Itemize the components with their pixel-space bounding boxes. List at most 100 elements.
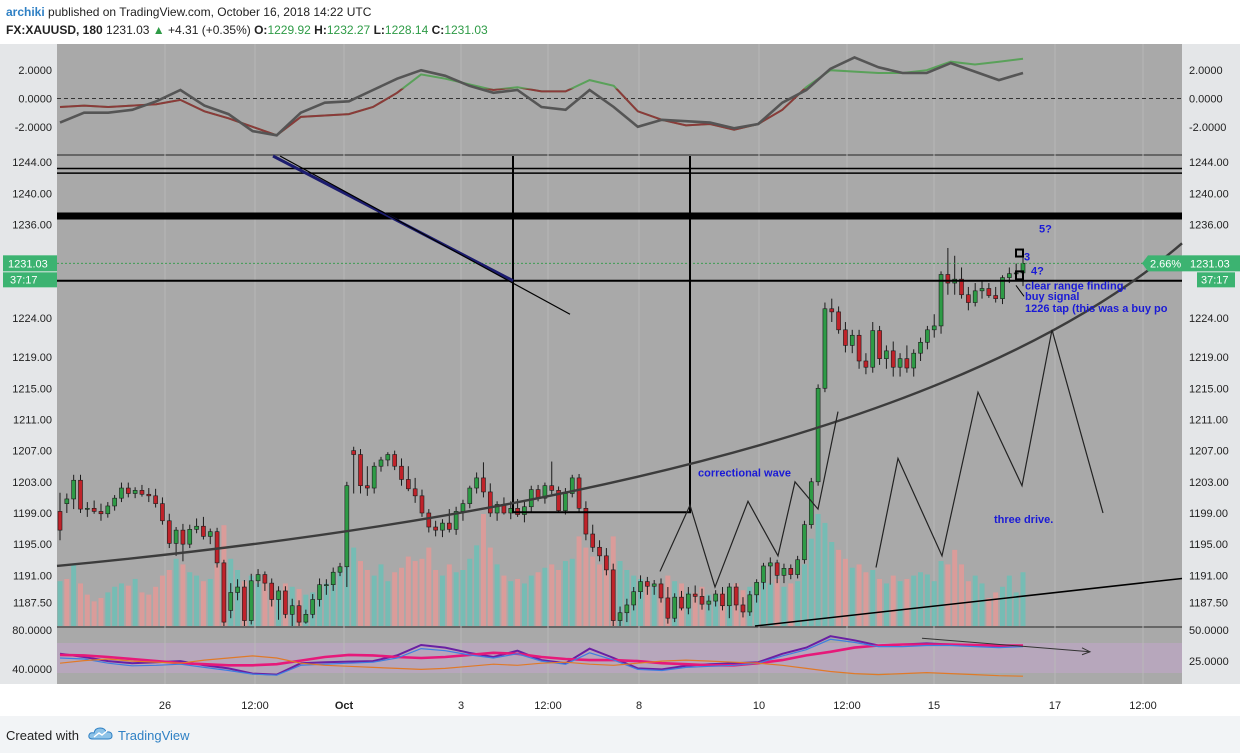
volume-bar (412, 561, 418, 626)
candle-down (549, 485, 555, 491)
author-link[interactable]: archiki (6, 5, 45, 19)
close-value: 1231.03 (444, 23, 488, 37)
candle-down (78, 479, 83, 510)
price-left-tick: 1219.00 (12, 352, 52, 364)
up-arrow-icon: ▲ (152, 23, 165, 37)
candle-down (597, 546, 602, 557)
candle-down (863, 360, 869, 368)
candle-down (604, 555, 609, 571)
candle-up (371, 465, 377, 489)
candle-down (214, 531, 220, 564)
volume-bar (453, 572, 459, 626)
volume-bar (801, 564, 807, 626)
price-left-tick: 1244.00 (12, 157, 52, 169)
high-value: 1232.27 (326, 23, 371, 37)
price-left-tick: 1236.00 (12, 220, 52, 232)
publish-line: archiki published on TradingView.com, Oc… (6, 5, 371, 19)
right-price-tag-text: 1231.03 (1190, 258, 1230, 270)
volume-bar (173, 558, 179, 626)
volume-bar (849, 567, 855, 626)
rsi-right-tick: 25.0000 (1189, 656, 1229, 668)
candle-up (119, 487, 124, 499)
volume-bar (351, 547, 357, 626)
chart-area[interactable]: 2.0000 2.0000 0.0000 0.0000 -2.0000 -2.0000 12… (0, 44, 1240, 716)
tradingview-cloud-icon[interactable] (88, 727, 114, 741)
candle-down (856, 334, 862, 362)
price-right-tick: 1203.00 (1189, 477, 1229, 489)
created-with-text: Created with (6, 728, 79, 743)
candle-up (706, 600, 712, 605)
candle-down (139, 490, 145, 495)
candle-up (330, 571, 336, 585)
candle-up (938, 274, 944, 327)
oscillator-right-tick: -2.0000 (1189, 122, 1226, 134)
right-countdown-text: 37:17 (1201, 274, 1229, 286)
candle-up (1000, 277, 1005, 299)
volume-bar (71, 564, 77, 626)
price-left-tick: 1224.00 (12, 313, 52, 325)
candle-up (781, 568, 787, 576)
marker-pointer (1015, 285, 1025, 297)
candle-down (610, 569, 616, 621)
volume-bar (651, 586, 657, 626)
candle-down (692, 593, 698, 597)
volume-bar (1013, 592, 1019, 626)
candle-down (365, 485, 370, 489)
volume-bar (371, 575, 377, 626)
oscillator-right-tick: 2.0000 (1189, 65, 1223, 77)
price-background (57, 156, 1182, 626)
volume-bar (624, 570, 630, 626)
candle-up (631, 591, 637, 606)
candle-up (870, 330, 876, 368)
candle-up (112, 497, 117, 507)
volume-bar (112, 586, 118, 626)
candle-up (911, 352, 917, 369)
volume-bar (98, 598, 104, 626)
volume-bar (924, 574, 930, 626)
volume-bar (1006, 575, 1012, 626)
candle-up (255, 574, 261, 582)
candle-down (556, 490, 561, 511)
volume-bar (323, 583, 329, 626)
volume-bar (501, 575, 507, 626)
candle-up (972, 290, 978, 303)
candle-up (815, 387, 821, 483)
candle-down (412, 488, 418, 497)
candle-up (207, 531, 213, 537)
volume-bar (795, 581, 801, 626)
volume-bar (808, 538, 814, 626)
rsi-series-line (59, 635, 1024, 676)
volume-bar (911, 575, 917, 626)
candle-down (433, 526, 438, 531)
open-label: O: (254, 23, 268, 37)
time-axis-label: 15 (928, 700, 940, 712)
candle-up (310, 599, 316, 615)
left-price-tag-text: 1231.03 (8, 258, 48, 270)
oscillator-left-tick: -2.0000 (15, 122, 52, 134)
annotation-three-drive: three drive. (994, 514, 1053, 526)
volume-bar (754, 583, 760, 626)
volume-bar (426, 547, 432, 626)
candle-down (160, 503, 165, 522)
candle-down (221, 562, 227, 623)
volume-bar (1000, 586, 1006, 626)
candle-up (71, 479, 76, 500)
volume-bar (535, 572, 541, 626)
publish-info: published on TradingView.com, October 16… (48, 5, 372, 19)
annotation-clear-range: clear range finding. (1025, 280, 1126, 292)
symbol-line: FX:XAUUSD, 180 1231.03 ▲ +4.31 (+0.35%) … (6, 23, 488, 37)
tradingview-brand[interactable]: TradingView (118, 728, 190, 743)
percent-badge-text: 2.66% (1150, 258, 1181, 270)
annotation-wave-3: 3 (1024, 251, 1030, 263)
candle-up (64, 498, 70, 504)
volume-bar (392, 572, 398, 626)
rsi-series-line (59, 643, 1023, 667)
candles (57, 247, 1026, 626)
volume-bar (358, 561, 364, 626)
candle-down (487, 491, 493, 514)
volume-bar (617, 561, 623, 626)
volume-bar (105, 592, 111, 626)
volume-bar (781, 586, 787, 626)
volume-bar (590, 556, 596, 626)
volume-bar (658, 583, 664, 626)
